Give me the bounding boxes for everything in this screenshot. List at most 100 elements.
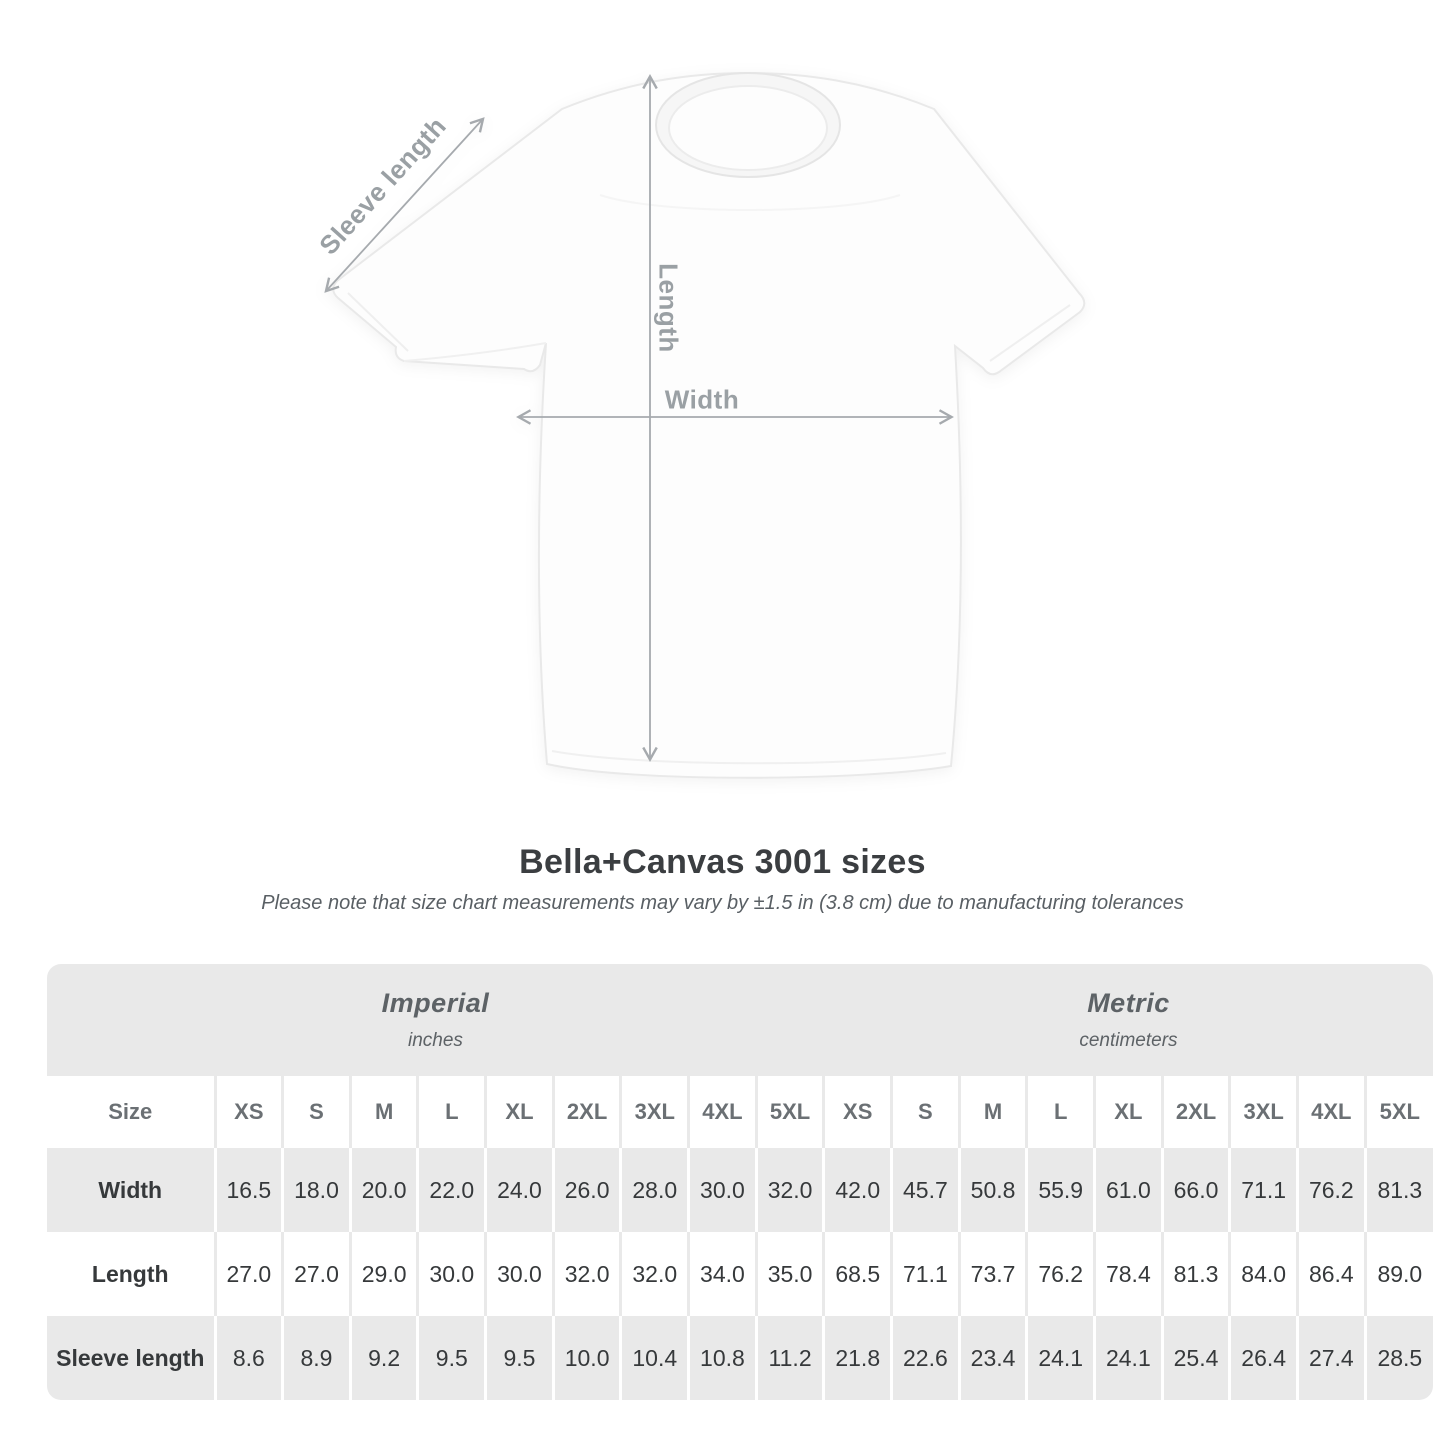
size-chart-table: Imperial inches Metric centimeters Size … [47, 964, 1433, 1400]
measurement-cell: 26.0 [551, 1148, 621, 1232]
measurement-cell: 28.5 [1363, 1316, 1433, 1400]
measurement-cell: 78.4 [1093, 1232, 1163, 1316]
measurement-cell: 32.0 [619, 1232, 689, 1316]
metric-header-cell: Metric centimeters [823, 964, 1433, 1076]
size-corner-cell: Size [47, 1076, 215, 1148]
size-header-cell: 5XL [754, 1076, 824, 1148]
measurement-cell: 86.4 [1296, 1232, 1366, 1316]
measurement-cell: 9.5 [416, 1316, 486, 1400]
metric-title: Metric [1087, 988, 1170, 1018]
size-header-cell: XL [484, 1076, 554, 1148]
measurement-cell: 27.0 [213, 1232, 283, 1316]
shoulder-wrinkle [599, 194, 901, 211]
size-header-cell: 3XL [619, 1076, 689, 1148]
units-header-row: Imperial inches Metric centimeters [47, 964, 1433, 1076]
size-header-cell: 2XL [551, 1076, 621, 1148]
measurement-cell: 30.0 [687, 1148, 757, 1232]
chart-heading: Bella+Canvas 3001 sizes Please note that… [0, 843, 1445, 915]
left-sleeve-seam [403, 342, 547, 362]
size-chart: Imperial inches Metric centimeters Size … [47, 964, 1433, 1400]
measurement-cell: 76.2 [1025, 1232, 1095, 1316]
measurement-cell: 71.1 [1228, 1148, 1298, 1232]
size-header-cell: XS [213, 1076, 283, 1148]
row-label-cell: Length [47, 1232, 215, 1316]
measurement-cell: 66.0 [1160, 1148, 1230, 1232]
measurement-cell: 27.4 [1296, 1316, 1366, 1400]
size-header-cell: XL [1093, 1076, 1163, 1148]
measurement-cell: 16.5 [213, 1148, 283, 1232]
measurement-cell: 22.6 [890, 1316, 960, 1400]
measurement-cell: 81.3 [1363, 1148, 1433, 1232]
measurement-cell: 29.0 [348, 1232, 418, 1316]
hem-stitch-line [551, 750, 947, 765]
imperial-title: Imperial [381, 988, 490, 1018]
row-label-cell: Sleeve length [47, 1316, 215, 1400]
measurement-cell: 11.2 [754, 1316, 824, 1400]
measurement-cell: 55.9 [1025, 1148, 1095, 1232]
measurement-row: Sleeve length 8.6 8.9 9.2 9.5 9.5 10.0 10.4 10.8… [47, 1316, 1433, 1400]
measurement-cell: 23.4 [957, 1316, 1027, 1400]
size-header-cell: L [416, 1076, 486, 1148]
tshirt-illustration [324, 71, 1086, 779]
size-header-cell: 5XL [1363, 1076, 1433, 1148]
size-header-cell: XS [822, 1076, 892, 1148]
measurement-cell: 45.7 [890, 1148, 960, 1232]
measurement-cell: 10.0 [551, 1316, 621, 1400]
measurement-cell: 89.0 [1363, 1232, 1433, 1316]
measurement-row: Width 16.5 18.0 20.0 22.0 24.0 26.0 28.0 30.0 32.… [47, 1148, 1433, 1232]
measurement-cell: 42.0 [822, 1148, 892, 1232]
measurement-cell: 20.0 [348, 1148, 418, 1232]
width-label: Width [664, 384, 740, 415]
right-cuff-line [989, 304, 1071, 362]
measurement-cell: 73.7 [957, 1232, 1027, 1316]
measurement-cell: 24.0 [484, 1148, 554, 1232]
sleeve-length-arrow [324, 117, 485, 293]
collar-inner [668, 85, 828, 171]
size-header-cell: L [1025, 1076, 1095, 1148]
measurement-cell: 50.8 [957, 1148, 1027, 1232]
size-header-cell: 4XL [687, 1076, 757, 1148]
measurement-cell: 25.4 [1160, 1316, 1230, 1400]
size-header-cell: 4XL [1296, 1076, 1366, 1148]
metric-unit: centimeters [1079, 1030, 1178, 1051]
measurement-cell: 22.0 [416, 1148, 486, 1232]
measurement-cell: 8.9 [281, 1316, 351, 1400]
imperial-header-cell: Imperial inches [47, 964, 824, 1076]
size-header-row: Size XS S M L XL 2XL 3XL 4XL 5XL XS S M L XL 2XL 3XL 4XL… [47, 1076, 1433, 1148]
measurement-cell: 81.3 [1160, 1232, 1230, 1316]
measurement-row: Length 27.0 27.0 29.0 30.0 30.0 32.0 32.0 34.0 35… [47, 1232, 1433, 1316]
measurement-cell: 68.5 [822, 1232, 892, 1316]
measurement-cell: 84.0 [1228, 1232, 1298, 1316]
size-header-cell: M [957, 1076, 1027, 1148]
measurement-cell: 18.0 [281, 1148, 351, 1232]
measurement-cell: 32.0 [754, 1148, 824, 1232]
measurement-cell: 26.4 [1228, 1316, 1298, 1400]
measurement-cell: 9.5 [484, 1316, 554, 1400]
length-label: Length [653, 263, 684, 353]
size-header-cell: S [890, 1076, 960, 1148]
measurement-cell: 71.1 [890, 1232, 960, 1316]
measurement-cell: 21.8 [822, 1316, 892, 1400]
size-header-cell: S [281, 1076, 351, 1148]
measurement-cell: 76.2 [1296, 1148, 1366, 1232]
measurement-cell: 24.1 [1093, 1316, 1163, 1400]
imperial-unit: inches [407, 1030, 463, 1051]
row-label-cell: Width [47, 1148, 215, 1232]
measurement-cell: 61.0 [1093, 1148, 1163, 1232]
measurement-cell: 30.0 [484, 1232, 554, 1316]
measurement-cell: 10.4 [619, 1316, 689, 1400]
tshirt-body [332, 71, 1086, 779]
size-header-cell: 2XL [1160, 1076, 1230, 1148]
measurement-cell: 30.0 [416, 1232, 486, 1316]
measurement-cell: 32.0 [551, 1232, 621, 1316]
measurement-cell: 10.8 [687, 1316, 757, 1400]
measurement-cell: 24.1 [1025, 1316, 1095, 1400]
measurement-cell: 28.0 [619, 1148, 689, 1232]
measurement-cell: 9.2 [348, 1316, 418, 1400]
tshirt-measurement-diagram: Sleeve length Length Width [313, 71, 1086, 779]
left-cuff-line [347, 292, 409, 352]
tolerance-note: Please note that size chart measurements… [261, 892, 1184, 914]
measurement-cell: 34.0 [687, 1232, 757, 1316]
measurement-cell: 27.0 [281, 1232, 351, 1316]
measurement-cell: 8.6 [213, 1316, 283, 1400]
